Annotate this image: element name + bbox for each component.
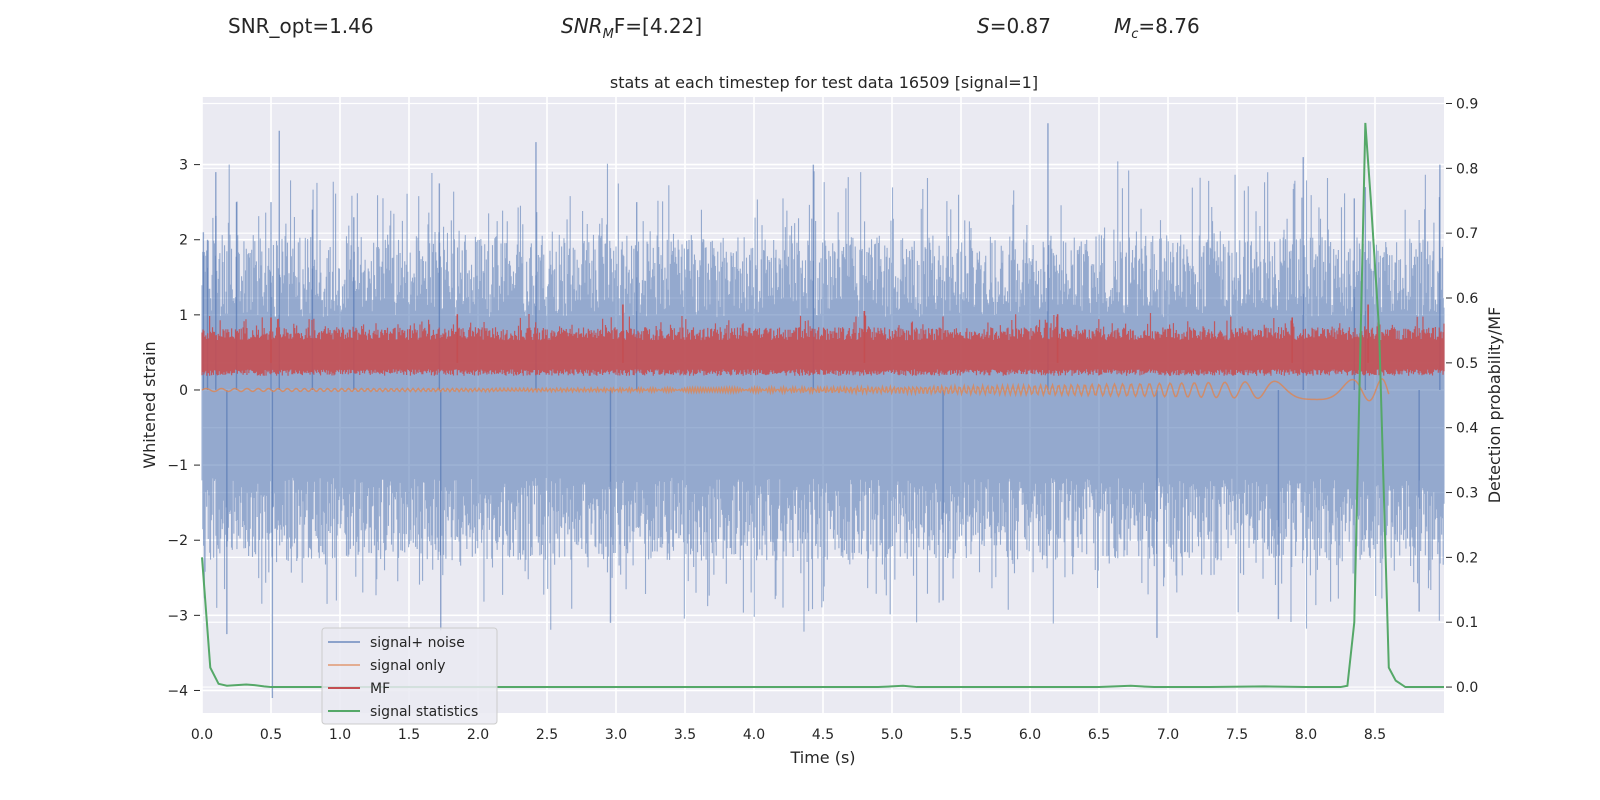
y-tick-label: 1 (179, 308, 188, 324)
right-y-tick-label: 0.5 (1456, 356, 1478, 372)
x-tick-label: 2.0 (467, 727, 489, 743)
x-tick-label: 8.0 (1295, 727, 1317, 743)
x-axis-label: Time (s) (789, 748, 855, 767)
snr-opt-label: SNR_opt=1.46 (228, 14, 374, 38)
mf-series (201, 304, 1445, 376)
mc-main: M (1114, 14, 1132, 38)
y-tick-label: 0 (179, 383, 188, 399)
legend-label: signal statistics (370, 704, 478, 720)
x-tick-label: 0.5 (260, 727, 282, 743)
x-tick-label: 3.5 (674, 727, 696, 743)
legend: signal+ noise signal only MF signal statist… (321, 627, 498, 725)
legend-label: signal+ noise (370, 635, 465, 651)
x-tick-label: 0.0 (191, 727, 213, 743)
snr-mf-sub: M (602, 27, 614, 42)
x-tick-label: 2.5 (536, 727, 558, 743)
mc-value-label: Mc=8.76 (1114, 14, 1200, 42)
right-y-tick-label: 0.3 (1456, 486, 1478, 502)
y-tick-label: 2 (179, 233, 188, 249)
chart-title: stats at each timestep for test data 165… (610, 73, 1038, 92)
legend-box (321, 627, 498, 725)
y-tick-label: −4 (167, 683, 188, 699)
snr-mf-tail: F=[4.22] (613, 14, 703, 38)
right-y-tick-label: 0.9 (1456, 96, 1478, 112)
legend-label: MF (370, 681, 390, 697)
y-axis-ticks: 3 2 1 0 −1 −2 −3 −4 (167, 158, 200, 699)
mc-tail: =8.76 (1138, 14, 1200, 38)
x-tick-label: 8.5 (1364, 727, 1386, 743)
right-y-axis-ticks: 0.9 0.8 0.7 0.6 0.5 0.4 0.3 0.2 0.1 0.0 (1446, 96, 1478, 696)
s-main: S (977, 14, 990, 38)
signal-statistics-line (201, 122, 1444, 689)
x-tick-label: 6.0 (1019, 727, 1041, 743)
x-tick-label: 1.5 (398, 727, 420, 743)
right-y-tick-label: 0.8 (1456, 161, 1478, 177)
right-y-tick-label: 0.4 (1456, 421, 1478, 437)
right-y-axis-label: Detection probability/MF (1485, 307, 1504, 504)
right-y-tick-label: 0.2 (1456, 550, 1478, 566)
y-tick-label: −2 (167, 533, 188, 549)
right-y-tick-label: 0.1 (1456, 615, 1478, 631)
s-value-label: S=0.87 (977, 14, 1051, 38)
x-tick-label: 5.0 (881, 727, 903, 743)
y-tick-label: −1 (167, 458, 188, 474)
signal-only-series (201, 378, 1390, 402)
x-axis-ticks: 0.0 0.5 1.0 1.5 2.0 2.5 3.0 3.5 4.0 4.5 5.0 5.5 6.0 6… (191, 727, 1386, 743)
legend-label: signal only (370, 658, 445, 674)
x-tick-label: 3.0 (605, 727, 627, 743)
signal-statistics-series (201, 122, 1444, 689)
x-tick-label: 4.0 (743, 727, 765, 743)
x-tick-label: 1.0 (329, 727, 351, 743)
right-y-tick-label: 0.6 (1456, 291, 1478, 307)
signal-only-trace (201, 378, 1390, 402)
y-axis-label: Whitened strain (140, 341, 159, 468)
x-tick-label: 5.5 (950, 727, 972, 743)
x-tick-label: 4.5 (812, 727, 834, 743)
y-tick-label: −3 (167, 608, 188, 624)
snr-mf-label: SNRMF=[4.22] (561, 14, 702, 42)
right-y-tick-label: 0.0 (1456, 680, 1478, 696)
x-tick-label: 7.0 (1157, 727, 1179, 743)
s-tail: =0.87 (989, 14, 1051, 38)
x-tick-label: 6.5 (1088, 727, 1110, 743)
x-tick-label: 7.5 (1226, 727, 1248, 743)
y-tick-label: 3 (179, 158, 188, 174)
snr-mf-main: SNR (561, 14, 603, 38)
mc-sub: c (1131, 27, 1139, 42)
mf-trace (201, 313, 1445, 376)
right-y-tick-label: 0.7 (1456, 226, 1478, 242)
